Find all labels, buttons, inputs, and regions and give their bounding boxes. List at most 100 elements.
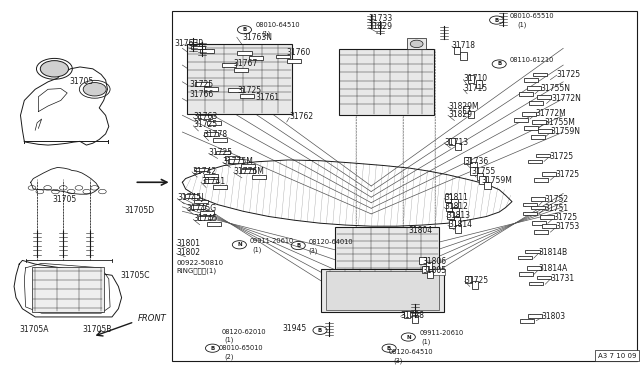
- Bar: [447, 212, 454, 219]
- Bar: [172, 11, 637, 361]
- Bar: [445, 194, 451, 202]
- Bar: [468, 75, 474, 83]
- Text: 31733: 31733: [369, 14, 393, 23]
- Text: 31805: 31805: [422, 266, 447, 275]
- Text: 31801: 31801: [177, 239, 201, 248]
- Text: B: B: [296, 243, 300, 248]
- Bar: [520, 319, 534, 323]
- Bar: [514, 118, 528, 122]
- Circle shape: [40, 61, 68, 77]
- Text: B: B: [495, 17, 499, 23]
- Bar: [454, 47, 460, 54]
- Text: 08110-61210: 08110-61210: [509, 57, 554, 62]
- Text: (3): (3): [308, 247, 318, 254]
- Text: 31705D: 31705D: [125, 206, 155, 215]
- Bar: [537, 95, 551, 99]
- Bar: [542, 172, 556, 176]
- Bar: [200, 49, 214, 53]
- Bar: [519, 272, 533, 276]
- Bar: [538, 129, 552, 133]
- Bar: [455, 143, 461, 150]
- Bar: [464, 157, 470, 164]
- Bar: [228, 159, 243, 163]
- Text: 31761: 31761: [255, 93, 280, 102]
- Bar: [404, 311, 410, 318]
- Text: (1): (1): [261, 30, 271, 37]
- Text: 31745: 31745: [193, 214, 218, 223]
- Bar: [527, 266, 541, 270]
- Text: 31725: 31725: [209, 148, 233, 157]
- Bar: [326, 271, 439, 310]
- Bar: [528, 314, 542, 318]
- Text: 31718: 31718: [452, 41, 476, 50]
- Text: B: B: [243, 27, 246, 32]
- Text: 31742: 31742: [192, 167, 216, 176]
- Bar: [479, 176, 486, 184]
- Text: 31945: 31945: [283, 324, 307, 333]
- Bar: [321, 269, 444, 312]
- Bar: [237, 51, 252, 55]
- Text: 31763: 31763: [193, 112, 218, 121]
- Bar: [207, 121, 221, 125]
- Bar: [534, 230, 548, 234]
- Bar: [32, 267, 104, 312]
- Text: 31829: 31829: [369, 22, 393, 31]
- Bar: [433, 269, 445, 275]
- Text: 31806: 31806: [422, 257, 447, 266]
- Bar: [470, 162, 477, 170]
- Text: N: N: [237, 242, 242, 247]
- Text: 31760: 31760: [287, 48, 311, 57]
- Bar: [465, 276, 472, 283]
- Bar: [225, 156, 239, 160]
- Bar: [524, 78, 538, 82]
- Bar: [339, 49, 434, 115]
- Bar: [470, 167, 477, 175]
- Text: B: B: [211, 346, 214, 351]
- Text: 31772N: 31772N: [552, 94, 582, 103]
- Bar: [527, 86, 541, 90]
- Text: 31725: 31725: [553, 214, 577, 222]
- Bar: [249, 56, 263, 60]
- Bar: [191, 205, 205, 209]
- Text: 08120-64010: 08120-64010: [308, 239, 353, 245]
- Text: 31705C: 31705C: [120, 271, 150, 280]
- Bar: [531, 206, 545, 209]
- Text: 31710: 31710: [463, 74, 488, 83]
- Bar: [534, 178, 548, 182]
- Bar: [536, 154, 550, 157]
- Bar: [187, 44, 292, 114]
- Text: 31814A: 31814A: [539, 264, 568, 273]
- Bar: [452, 208, 459, 216]
- Bar: [524, 126, 538, 130]
- Text: 31725: 31725: [193, 121, 218, 129]
- Text: 00922-50810: 00922-50810: [177, 260, 224, 266]
- Bar: [407, 38, 426, 49]
- Text: B: B: [387, 346, 391, 351]
- Bar: [525, 250, 540, 253]
- Bar: [204, 174, 218, 177]
- Bar: [195, 82, 209, 86]
- Text: 31745G: 31745G: [187, 204, 217, 213]
- Text: 09911-20610: 09911-20610: [420, 330, 464, 336]
- Text: 31759M: 31759M: [481, 176, 512, 185]
- Text: 31705: 31705: [69, 77, 93, 86]
- Text: 31829M: 31829M: [448, 102, 479, 111]
- Text: 08010-64510: 08010-64510: [256, 22, 301, 28]
- Bar: [532, 120, 546, 124]
- Bar: [198, 216, 212, 220]
- Text: 31804: 31804: [408, 226, 433, 235]
- Text: 31705A: 31705A: [19, 325, 49, 334]
- Circle shape: [410, 40, 423, 48]
- Bar: [519, 92, 533, 96]
- Bar: [528, 160, 542, 163]
- Bar: [241, 169, 255, 173]
- Bar: [533, 73, 547, 76]
- Bar: [185, 194, 199, 198]
- Text: 08010-65010: 08010-65010: [219, 345, 264, 351]
- Text: 31731: 31731: [550, 274, 575, 283]
- Bar: [460, 52, 467, 60]
- Text: 31755N: 31755N: [540, 84, 570, 93]
- Bar: [252, 175, 266, 179]
- Text: 31725: 31725: [549, 152, 573, 161]
- Bar: [200, 211, 214, 215]
